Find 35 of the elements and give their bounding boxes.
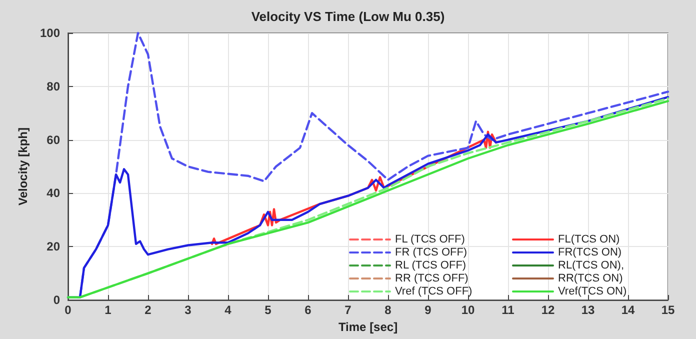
x-tick-label: 5 [264, 303, 272, 317]
legend-label: FL (TCS OFF) [395, 234, 465, 246]
legend-label: FR (TCS OFF) [395, 246, 468, 258]
x-tick-label: 10 [461, 303, 475, 317]
y-tick-label: 20 [46, 240, 60, 254]
x-tick-label: 13 [581, 303, 595, 317]
y-tick-label: 80 [46, 79, 60, 94]
x-tick-label: 3 [184, 303, 192, 317]
x-tick-label: 15 [661, 303, 675, 317]
x-tick-label: 7 [344, 303, 352, 317]
legend-label: RL (TCS OFF) [395, 260, 466, 272]
y-tick-label: 60 [46, 132, 60, 147]
x-tick-label: 0 [64, 303, 72, 317]
y-tick-label: 100 [40, 26, 60, 40]
y-tick-label: 40 [46, 186, 60, 200]
legend-label: RR (TCS OFF) [395, 272, 468, 284]
x-tick-label: 1 [104, 303, 112, 317]
x-tick-label: 2 [144, 303, 152, 317]
x-tick-label: 9 [424, 303, 432, 317]
x-tick-label: 4 [224, 303, 232, 317]
x-tick-label: 11 [502, 303, 515, 317]
legend-label: Vref(TCS ON) [558, 286, 627, 298]
legend-label: FR(TCS ON) [558, 246, 622, 258]
x-tick-label: 8 [384, 303, 392, 317]
chart-title: Velocity VS Time (Low Mu 0.35) [251, 9, 445, 24]
y-axis-title: Velocity [kph] [16, 127, 30, 206]
x-tick-label: 12 [541, 303, 555, 317]
legend-label: Vref (TCS OFF) [395, 286, 472, 298]
x-axis-title: Time [sec] [338, 320, 398, 334]
x-tick-label: 14 [621, 303, 635, 317]
legend-label: RL(TCS ON), [558, 260, 624, 272]
x-tick-label: 6 [304, 303, 312, 317]
legend-label: RR(TCS ON) [558, 272, 623, 284]
y-tick-label: 0 [53, 293, 60, 307]
legend-label: FL(TCS ON) [558, 234, 620, 246]
